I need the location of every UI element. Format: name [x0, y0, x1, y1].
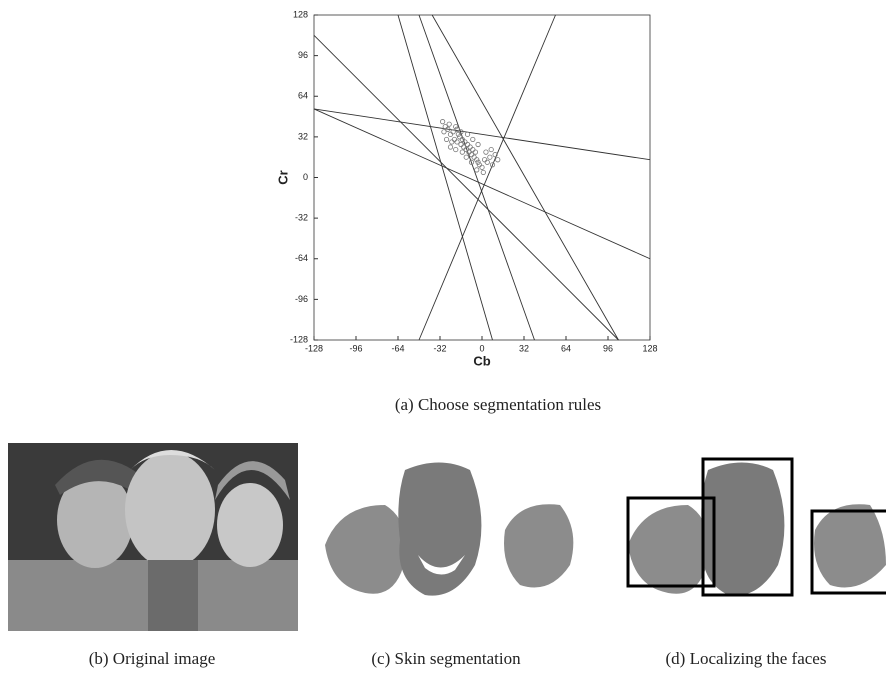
y-tick-label: -64 [295, 253, 308, 263]
x-tick-label: 0 [479, 343, 484, 353]
point [460, 150, 464, 154]
x-tick-label: -96 [349, 343, 362, 353]
rule-line [314, 109, 650, 259]
point [464, 155, 468, 159]
x-tick-label: -128 [305, 343, 323, 353]
figure: (a) Choose segmentation rules (b) Origin… [0, 0, 886, 675]
point [447, 122, 451, 126]
point [440, 119, 444, 123]
rule-line [419, 15, 556, 340]
point [472, 155, 476, 159]
point [450, 140, 454, 144]
y-tick-label: -128 [290, 334, 308, 344]
point [465, 132, 469, 136]
y-tick-label: 128 [293, 9, 308, 19]
plot-frame [314, 15, 650, 340]
point [452, 137, 456, 141]
point [473, 150, 477, 154]
rule-line [398, 15, 493, 340]
point [481, 170, 485, 174]
point [471, 137, 475, 141]
x-tick-label: 128 [642, 343, 657, 353]
point [444, 137, 448, 141]
x-tick-label: -32 [433, 343, 446, 353]
point [488, 155, 492, 159]
rule-line [314, 109, 650, 160]
rule-line [432, 15, 618, 340]
point [496, 158, 500, 162]
y-tick-label: 0 [303, 172, 308, 182]
point [476, 142, 480, 146]
point [465, 142, 469, 146]
face-localization [628, 459, 886, 596]
x-axis-label: Cb [473, 353, 490, 368]
y-tick-label: 32 [298, 131, 308, 141]
rule-line [419, 15, 535, 340]
point [468, 145, 472, 149]
x-tick-label: 32 [519, 343, 529, 353]
caption: (d) Localizing the faces [666, 649, 827, 668]
photo [8, 443, 298, 631]
point [482, 158, 486, 162]
point [480, 165, 484, 169]
point [489, 147, 493, 151]
y-tick-label: 64 [298, 91, 308, 101]
y-axis-label: Cr [275, 170, 290, 184]
point [442, 130, 446, 134]
x-tick-label: -64 [391, 343, 404, 353]
y-tick-label: -32 [295, 213, 308, 223]
point [471, 147, 475, 151]
point [484, 150, 488, 154]
x-tick-label: 96 [603, 343, 613, 353]
rule-line [314, 35, 619, 340]
point [485, 160, 489, 164]
point [475, 168, 479, 172]
x-tick-label: 64 [561, 343, 571, 353]
point [448, 145, 452, 149]
caption: (a) Choose segmentation rules [395, 395, 601, 414]
skin-segmentation [325, 463, 573, 596]
caption: (b) Original image [89, 649, 216, 668]
point [448, 132, 452, 136]
point [454, 147, 458, 151]
y-tick-label: -96 [295, 294, 308, 304]
y-tick-label: 96 [298, 50, 308, 60]
caption: (c) Skin segmentation [371, 649, 521, 668]
